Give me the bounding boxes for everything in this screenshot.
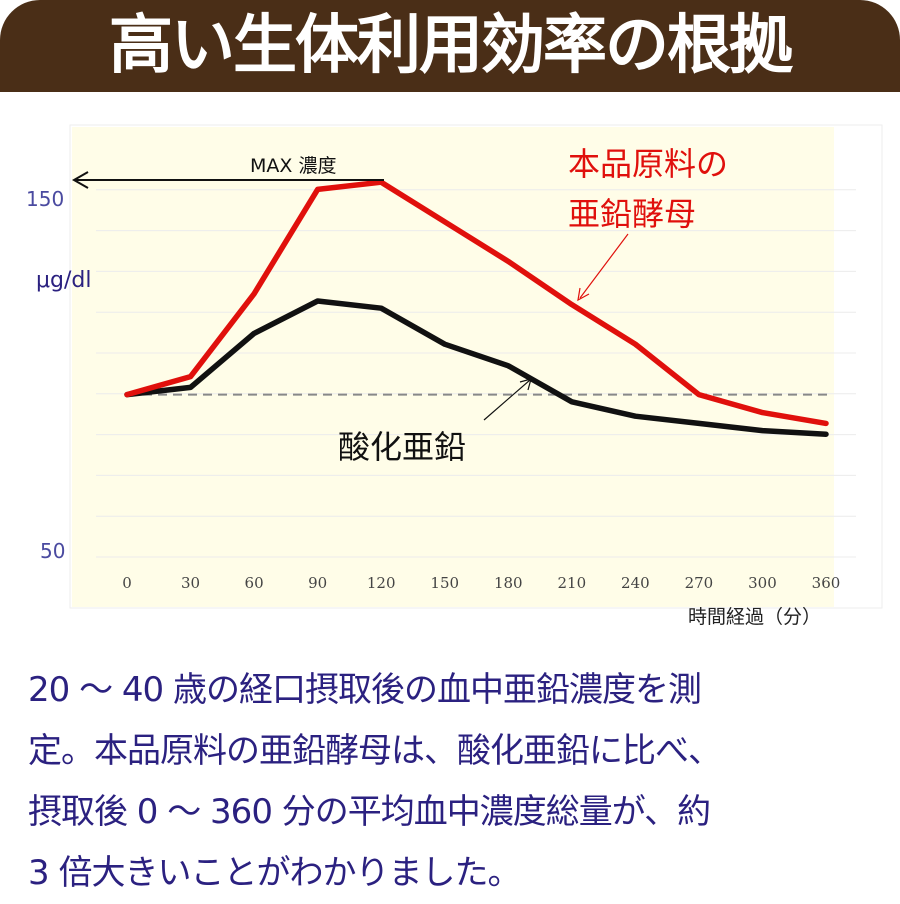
x-tick-label: 360	[812, 574, 841, 592]
series-label-zinc-yeast-line2: 亜鉛酵母	[568, 195, 696, 233]
x-tick-label: 300	[748, 574, 777, 592]
x-axis-label: 時間経過（分）	[688, 606, 821, 628]
line-chart: MAX 濃度 150 50 μg/dl 0 30 60 90 120 150 180 210 2…	[0, 0, 900, 640]
x-tick-label: 270	[685, 574, 714, 592]
x-tick-label: 210	[557, 574, 586, 592]
x-tick-label: 240	[621, 574, 650, 592]
max-annotation: MAX 濃度	[250, 155, 336, 177]
y-tick-150: 150	[26, 187, 64, 211]
description: 20 ～ 40 歳の経口摂取後の血中亜鉛濃度を測 定。本品原料の亜鉛酵母は、酸化…	[28, 660, 888, 904]
x-tick-label: 60	[245, 574, 264, 592]
series-label-zinc-yeast-line1: 本品原料の	[568, 145, 728, 183]
y-tick-50: 50	[40, 539, 65, 563]
x-tick-label: 90	[308, 574, 327, 592]
description-line: 定。本品原料の亜鉛酵母は、酸化亜鉛に比べ、	[28, 721, 888, 782]
description-line: 20 ～ 40 歳の経口摂取後の血中亜鉛濃度を測	[28, 660, 888, 721]
x-tick-label: 30	[181, 574, 200, 592]
plot-background	[72, 127, 834, 607]
x-tick-label: 120	[367, 574, 396, 592]
x-tick-label: 0	[122, 574, 132, 592]
y-axis-label: μg/dl	[36, 268, 91, 293]
description-line: 3 倍大きいことがわかりました。	[28, 843, 888, 904]
x-tick-label: 150	[430, 574, 459, 592]
description-line: 摂取後 0 ～ 360 分の平均血中濃度総量が、約	[28, 782, 888, 843]
x-tick-label: 180	[494, 574, 523, 592]
series-label-zinc-oxide: 酸化亜鉛	[338, 428, 466, 466]
